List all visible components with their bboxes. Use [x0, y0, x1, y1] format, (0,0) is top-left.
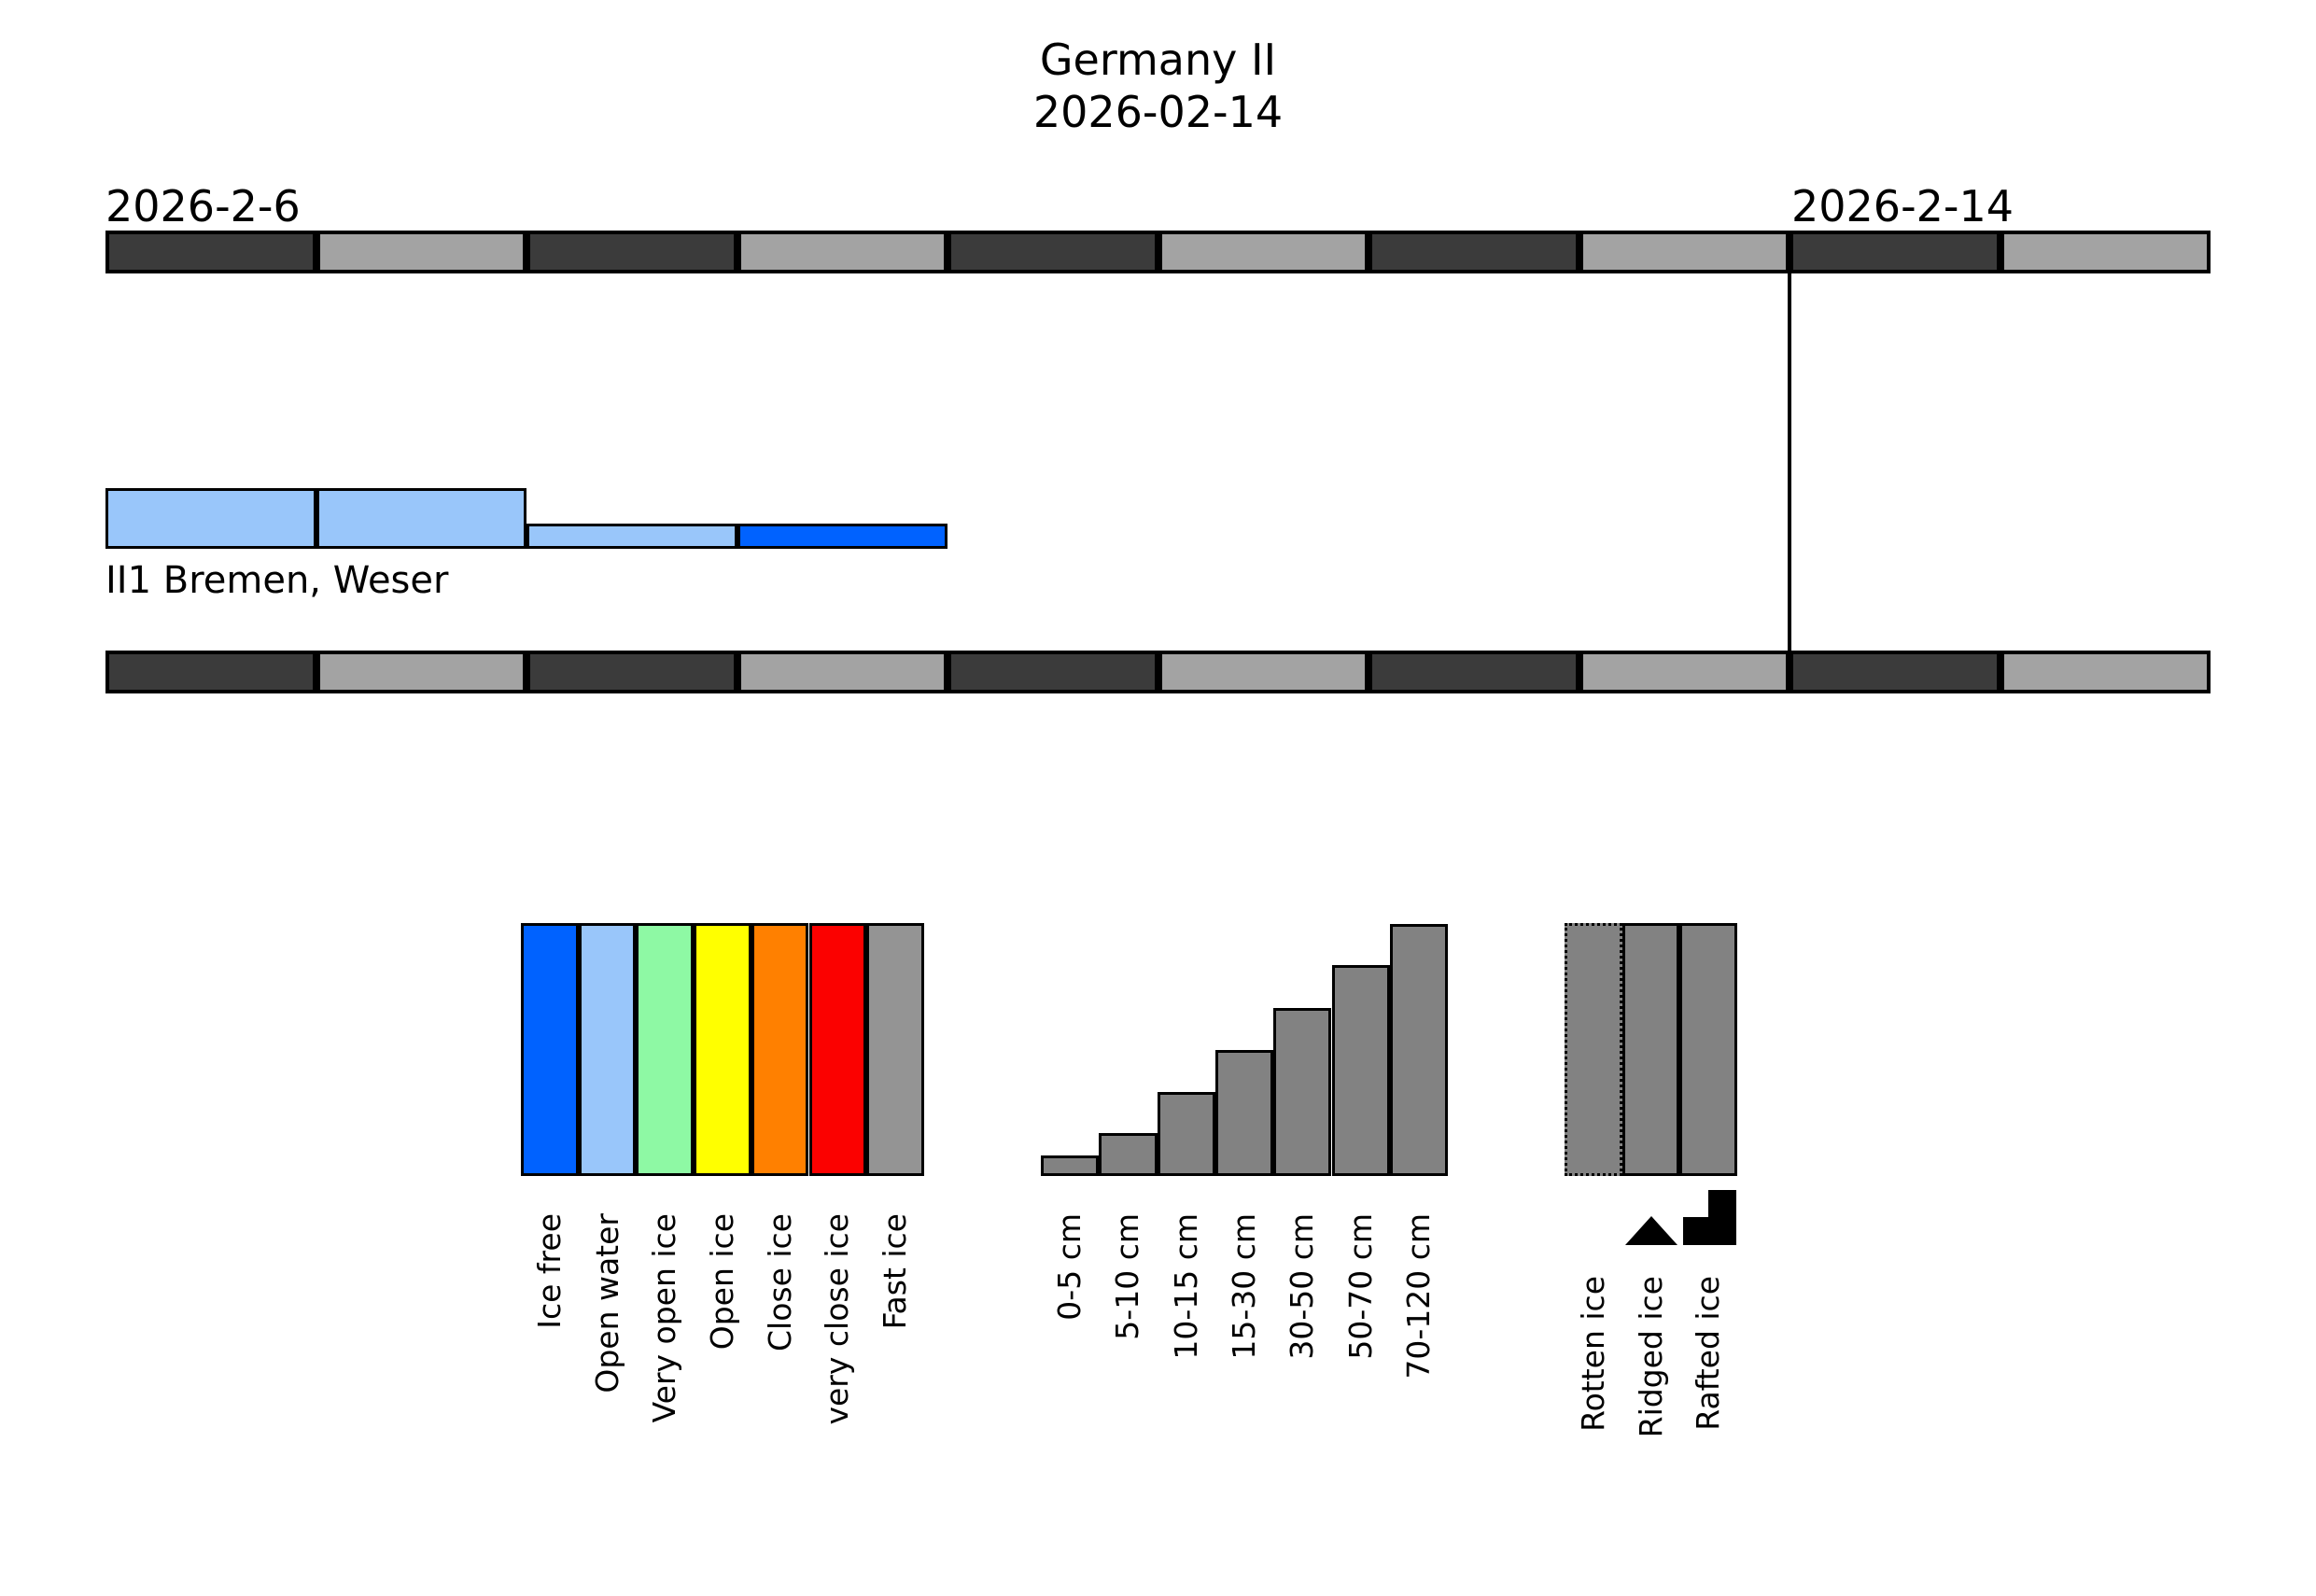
station-bar-segment: [105, 488, 316, 549]
legend-color-label: Fast ice: [877, 1213, 914, 1330]
timeline-day-segment: [526, 651, 737, 693]
icetype-box: [1679, 923, 1738, 1176]
timeline-day-segment: [1158, 231, 1369, 273]
thickness-label: 50-70 cm: [1341, 1213, 1379, 1360]
thickness-bar: [1273, 1008, 1332, 1176]
thickness-bar: [1157, 1092, 1215, 1176]
legend-color-label: Very open ice: [646, 1213, 683, 1423]
legend-color-box: [808, 923, 867, 1176]
timeline-day-segment: [2000, 231, 2211, 273]
icetype-box: [1621, 923, 1680, 1176]
icetype-box: [1565, 923, 1622, 1176]
timeline-day-segment: [316, 651, 526, 693]
timeline-day-segment: [737, 231, 947, 273]
timeline-end-date-label: 2026-2-14: [1791, 181, 2014, 231]
thickness-bar: [1214, 1050, 1274, 1176]
thickness-label: 30-50 cm: [1284, 1213, 1321, 1360]
timeline-day-segment: [316, 231, 526, 273]
timeline-day-segment: [526, 231, 737, 273]
ridged-ice-triangle-icon: [1624, 1216, 1677, 1245]
timeline-day-segment: [947, 231, 1158, 273]
legend-color-box: [751, 923, 809, 1176]
station-bar-segment: [316, 488, 526, 549]
timeline-day-segment: [947, 651, 1158, 693]
chart-title-line1: Germany II: [1039, 35, 1277, 85]
timeline-bar-top: [105, 231, 2211, 273]
station-label: II1 Bremen, Weser: [105, 559, 449, 602]
legend-color-box: [866, 923, 924, 1176]
legend-color-label: Open water: [588, 1213, 625, 1393]
icetype-label: Rafted ice: [1690, 1276, 1727, 1431]
legend-color-label: Ice free: [530, 1213, 568, 1329]
thickness-label: 70-120 cm: [1399, 1213, 1437, 1379]
timeline-day-segment: [737, 651, 947, 693]
timeline-day-segment: [105, 651, 316, 693]
legend-color-box: [521, 923, 579, 1176]
thickness-label: 15-30 cm: [1226, 1213, 1263, 1360]
thickness-label: 0-5 cm: [1051, 1213, 1088, 1321]
timeline-day-segment: [1579, 651, 1790, 693]
chart-title-line2: 2026-02-14: [1032, 87, 1284, 137]
legend-color-label: Close ice: [761, 1213, 798, 1352]
timeline-day-segment: [1158, 651, 1369, 693]
thickness-bar: [1041, 1155, 1100, 1176]
date-marker-line: [1788, 273, 1791, 651]
timeline-day-segment: [1369, 651, 1579, 693]
station-bar-segment: [526, 524, 737, 549]
rafted-ice-step-icon: [1683, 1217, 1709, 1245]
chart-title: Germany II 2026-02-14: [0, 34, 2316, 138]
station-bar-segment: [737, 524, 947, 549]
legend-color-label: very close ice: [819, 1213, 856, 1425]
thickness-bar: [1389, 924, 1449, 1176]
legend-color-box: [694, 923, 751, 1176]
legend-color-label: Open ice: [703, 1213, 740, 1351]
timeline-day-segment: [2000, 651, 2211, 693]
legend-color-box: [636, 923, 695, 1176]
legend-color-box: [578, 923, 637, 1176]
timeline-day-segment: [1790, 651, 2000, 693]
thickness-label: 5-10 cm: [1109, 1213, 1146, 1340]
timeline-bar-bottom: [105, 651, 2211, 693]
timeline-start-date-label: 2026-2-6: [105, 181, 301, 231]
thickness-bar: [1331, 965, 1390, 1176]
timeline-day-segment: [105, 231, 316, 273]
rafted-ice-step-icon: [1708, 1190, 1737, 1245]
thickness-label: 10-15 cm: [1167, 1213, 1204, 1360]
timeline-day-segment: [1790, 231, 2000, 273]
timeline-day-segment: [1369, 231, 1579, 273]
timeline-day-segment: [1579, 231, 1790, 273]
icetype-label: Rotten ice: [1574, 1276, 1611, 1432]
icetype-label: Ridged ice: [1632, 1276, 1669, 1438]
thickness-bar: [1099, 1133, 1158, 1176]
